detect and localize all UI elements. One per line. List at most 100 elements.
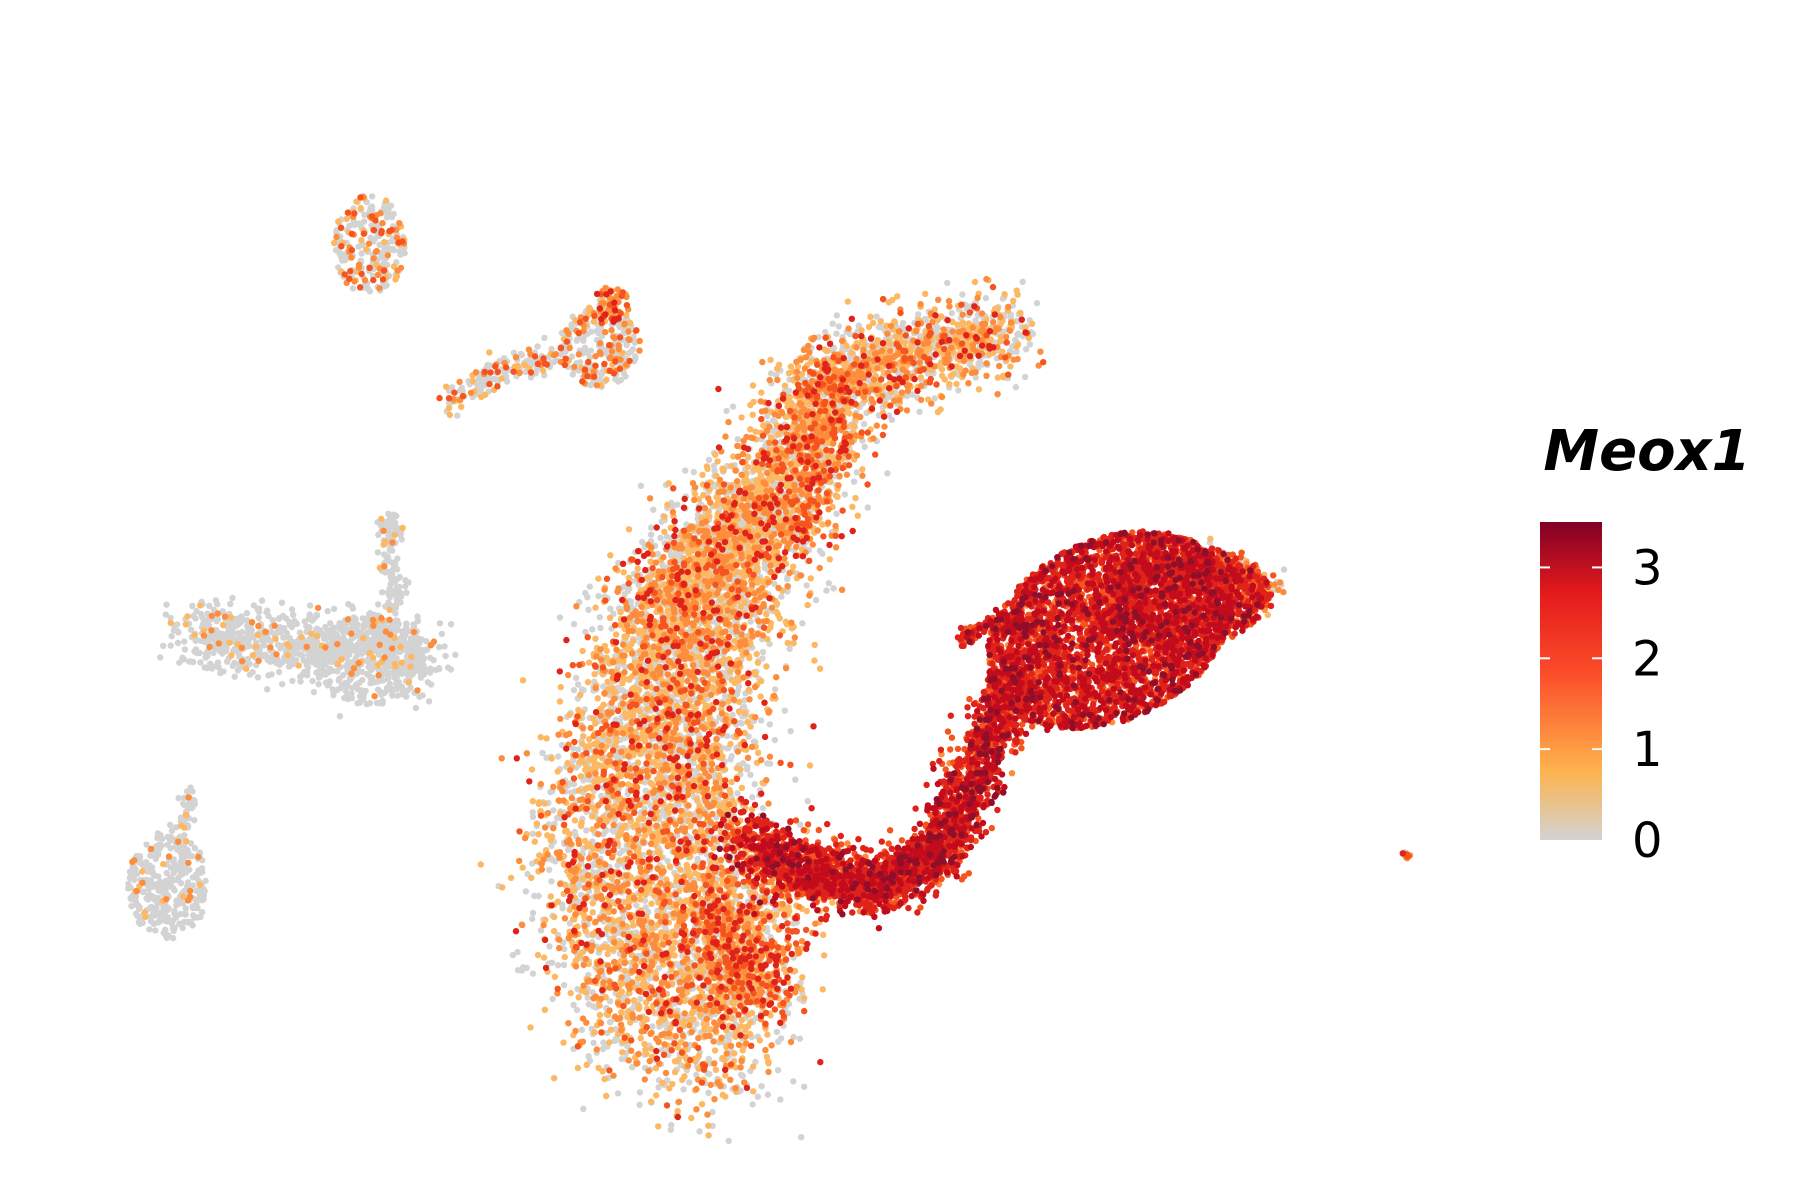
cell-point — [193, 649, 201, 657]
cell-point — [388, 559, 395, 566]
cell-point — [179, 924, 186, 932]
cell-point — [385, 510, 392, 517]
cell-point — [162, 888, 169, 895]
cell-point — [392, 610, 399, 617]
cell-point — [602, 346, 609, 353]
cell-point — [618, 1055, 625, 1063]
cell-point — [833, 510, 840, 517]
cell-point — [616, 850, 623, 857]
cell-point — [181, 887, 188, 895]
cell-point — [647, 531, 655, 538]
cell-point — [556, 614, 564, 621]
cell-point — [148, 864, 156, 871]
cell-point — [416, 658, 423, 665]
cell-point — [584, 594, 591, 601]
cell-point — [341, 621, 348, 628]
cell-point — [650, 506, 657, 513]
cell-point — [373, 699, 381, 707]
cell-point — [781, 707, 788, 714]
cell-point — [610, 828, 617, 835]
cell-point — [550, 358, 557, 366]
cell-point — [948, 309, 955, 317]
cell-point — [227, 600, 234, 608]
cell-point — [625, 350, 632, 357]
cell-point — [179, 654, 186, 661]
cell-point — [1021, 373, 1029, 381]
cell-point — [1015, 330, 1022, 337]
cell-point — [213, 617, 220, 625]
cell-point — [374, 686, 382, 693]
cell-point — [392, 564, 399, 571]
cell-point — [160, 642, 167, 649]
cell-point — [187, 784, 194, 791]
cell-point — [355, 243, 362, 250]
cell-point — [222, 648, 230, 655]
cell-point — [657, 534, 664, 541]
cell-point — [771, 686, 779, 693]
cell-point — [190, 904, 198, 911]
cell-point — [586, 583, 593, 590]
cell-point — [385, 589, 392, 596]
cell-point — [177, 858, 185, 866]
cell-point — [127, 894, 134, 902]
cell-point — [385, 210, 392, 217]
cell-point — [861, 443, 868, 451]
cell-point — [325, 680, 333, 688]
cell-point — [363, 700, 370, 708]
cell-point — [585, 1053, 592, 1060]
cell-point — [636, 1089, 644, 1096]
cell-point — [343, 638, 350, 646]
cell-point — [175, 629, 182, 636]
cell-point — [686, 1079, 693, 1086]
cell-point — [416, 693, 423, 700]
cell-point — [388, 237, 396, 245]
cell-point — [545, 866, 553, 873]
cell-point — [534, 343, 541, 350]
cell-point — [265, 612, 272, 620]
cell-point — [397, 593, 405, 600]
cell-point — [379, 589, 386, 596]
cell-point — [799, 620, 806, 627]
cell-point — [595, 329, 602, 337]
cell-point — [570, 1001, 577, 1009]
cell-point — [578, 1026, 586, 1034]
cell-point — [380, 622, 388, 629]
cell-point — [162, 926, 169, 933]
cell-point — [595, 592, 602, 600]
cell-point — [349, 605, 357, 612]
cell-point — [210, 649, 217, 657]
cell-point — [427, 654, 434, 662]
cell-point — [349, 285, 357, 292]
cell-point — [435, 665, 443, 673]
cell-point — [398, 691, 406, 698]
cell-point — [248, 626, 255, 634]
cell-point — [258, 597, 266, 604]
cell-point — [477, 387, 485, 394]
cell-point — [379, 700, 386, 707]
cell-point — [392, 587, 399, 594]
cell-point — [288, 606, 296, 613]
cell-point — [615, 378, 622, 385]
cell-point — [361, 211, 368, 218]
cell-point — [522, 888, 530, 895]
cell-point — [427, 669, 434, 676]
cell-point — [279, 681, 286, 688]
cell-point — [316, 659, 323, 666]
cell-point — [364, 622, 371, 629]
cell-point — [549, 995, 556, 1003]
cell-point — [458, 386, 465, 393]
cell-point — [209, 662, 216, 670]
cell-point — [614, 1090, 622, 1097]
cell-point — [133, 901, 141, 909]
cell-point — [259, 652, 267, 660]
cell-point — [128, 872, 135, 879]
cell-point — [317, 669, 324, 676]
cell-point — [264, 686, 271, 693]
cell-point — [873, 313, 880, 320]
cell-point — [327, 620, 334, 627]
cell-point — [982, 294, 990, 302]
cell-point — [759, 648, 767, 656]
cell-point — [164, 914, 171, 921]
cell-point — [402, 583, 409, 590]
